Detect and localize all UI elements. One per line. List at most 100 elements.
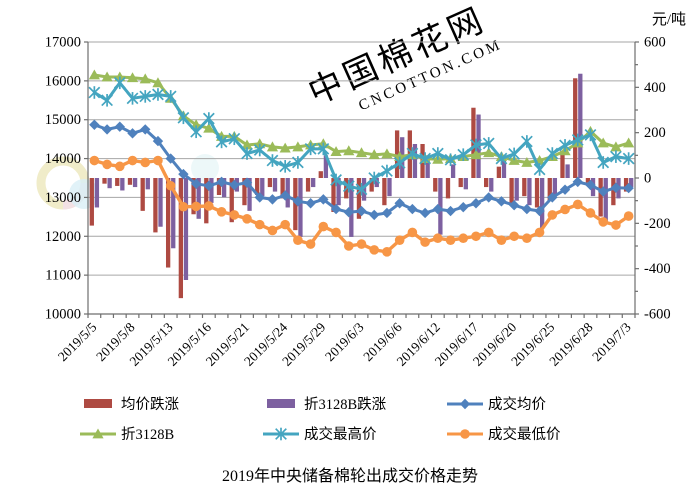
diamond-marker xyxy=(597,186,609,197)
asterisk-marker xyxy=(215,135,228,149)
asterisk-marker xyxy=(152,88,164,101)
bar xyxy=(171,178,176,249)
asterisk-marker xyxy=(470,138,482,152)
asterisk-marker xyxy=(622,152,635,165)
asterisk-marker xyxy=(495,152,508,165)
asterisk-marker xyxy=(355,182,368,196)
bar xyxy=(255,178,260,195)
axis-tick-labels: 10000 11000 12000 13000 14000 15000 16000 17000… xyxy=(45,35,671,323)
right-axis-tick-label: 200 xyxy=(644,125,666,141)
circle-marker xyxy=(611,220,621,230)
bar xyxy=(191,178,196,215)
diamond-marker xyxy=(89,119,100,130)
circle-marker xyxy=(560,204,570,215)
triangle-marker xyxy=(330,146,342,156)
bar xyxy=(484,178,489,188)
asterisk-marker xyxy=(228,132,241,146)
diamond-marker xyxy=(190,178,202,190)
legend-item-avg-price: 成交均价 xyxy=(447,395,546,413)
bar xyxy=(285,178,290,208)
circle-marker xyxy=(407,227,418,238)
left-axis-tick-label: 11000 xyxy=(45,268,81,284)
bar xyxy=(247,178,252,211)
left-axis-tick-label: 16000 xyxy=(45,73,81,89)
circle-marker xyxy=(242,214,252,224)
asterisk-marker xyxy=(419,152,432,165)
bar xyxy=(463,178,468,190)
circle-marker xyxy=(598,217,608,227)
diamond-marker xyxy=(407,203,418,215)
bar xyxy=(458,178,463,188)
triangle-marker xyxy=(126,72,139,83)
line-series-成交均价 xyxy=(89,119,634,221)
diamond-marker xyxy=(178,168,189,180)
asterisk-marker xyxy=(444,153,457,167)
triangle-marker xyxy=(101,71,113,82)
bar xyxy=(623,178,629,192)
bar xyxy=(272,178,278,192)
legend-item-min-price: 成交最低价 xyxy=(447,425,561,443)
diamond-marker xyxy=(508,200,520,211)
legend-label: 均价跌涨 xyxy=(121,396,179,413)
circle-marker xyxy=(471,231,481,242)
asterisk-marker xyxy=(533,163,546,176)
legend-swatch xyxy=(84,399,112,408)
triangle-marker xyxy=(279,142,291,153)
circle-marker xyxy=(356,239,367,249)
bar xyxy=(565,164,570,178)
bar xyxy=(132,178,138,188)
diamond-marker xyxy=(419,207,431,219)
legend-label: 折3128B跌涨 xyxy=(304,396,387,413)
circle-marker xyxy=(254,219,265,230)
bar xyxy=(476,114,481,178)
bar xyxy=(209,178,214,203)
bar xyxy=(445,178,451,199)
diamond-marker xyxy=(483,192,494,203)
bar xyxy=(298,178,303,237)
bar xyxy=(598,178,603,217)
circle-marker xyxy=(547,210,558,220)
left-axis-tick-label: 13000 xyxy=(45,190,81,206)
circle-marker xyxy=(483,227,494,238)
asterisk-marker xyxy=(88,86,101,99)
diamond-marker xyxy=(572,176,583,188)
circle-marker xyxy=(394,235,405,245)
bar xyxy=(305,178,311,192)
triangle-marker xyxy=(355,147,368,158)
left-axis-tick-label: 10000 xyxy=(45,307,81,323)
unit-label: 元/吨 xyxy=(652,11,686,28)
triangle-marker xyxy=(368,149,380,160)
asterisk-marker xyxy=(610,150,622,163)
axes xyxy=(84,41,639,318)
diamond-marker xyxy=(241,177,253,188)
chart-title: 2019年中央储备棉轮出成交价格走势 xyxy=(222,467,478,485)
circle-marker xyxy=(496,235,507,245)
asterisk-marker xyxy=(342,179,355,193)
diamond-marker xyxy=(292,196,304,207)
bar xyxy=(522,178,527,197)
circle-marker xyxy=(89,155,100,166)
circle-marker xyxy=(204,201,214,211)
bar xyxy=(514,178,519,201)
legend-item-avg-change: 均价跌涨 xyxy=(84,396,179,413)
bar xyxy=(387,178,392,197)
left-axis-tick-label: 17000 xyxy=(45,35,81,51)
triangle-marker xyxy=(394,151,406,162)
bar xyxy=(425,155,430,178)
line-series xyxy=(88,69,635,257)
diamond-marker xyxy=(610,182,622,193)
circle-marker xyxy=(343,241,354,251)
asterisk-marker xyxy=(241,147,253,160)
bar xyxy=(578,73,583,178)
right-axis-tick-label: 600 xyxy=(644,35,666,51)
asterisk-marker xyxy=(406,147,419,160)
diamond-marker xyxy=(496,196,507,207)
bar xyxy=(527,178,532,206)
bar xyxy=(560,150,565,178)
asterisk-marker xyxy=(177,111,190,125)
bar xyxy=(539,178,545,228)
bar xyxy=(183,178,189,280)
bar xyxy=(374,178,379,188)
bar xyxy=(293,178,298,231)
